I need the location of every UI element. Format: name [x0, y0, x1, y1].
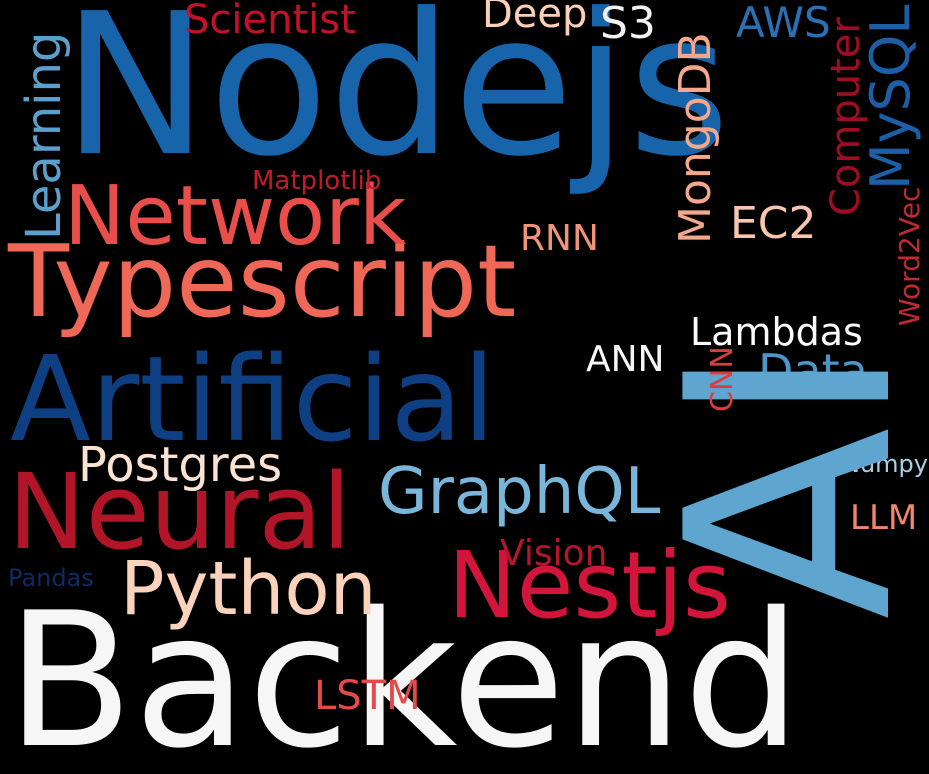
- word-mysql: MySQL: [859, 4, 922, 190]
- word-matplotlib: Matplotlib: [252, 166, 382, 196]
- word-nodejs: Nodejs: [62, 0, 731, 200]
- word-data: Data: [758, 344, 868, 398]
- word-backend: Backend: [6, 572, 802, 774]
- word-ai: AI: [626, 343, 929, 620]
- word-nestjs: Nestjs: [448, 532, 731, 639]
- word-scientist: Scientist: [184, 0, 356, 43]
- word-aws: AWS: [736, 0, 831, 47]
- word-python: Python: [120, 546, 377, 632]
- word-word2vec: Word2Vec: [893, 186, 926, 326]
- word-typescript: Typescript: [8, 223, 517, 340]
- word-network: Network: [64, 169, 407, 264]
- word-s3: S3: [600, 0, 656, 49]
- word-ann: ANN: [586, 339, 665, 380]
- word-cnn: CNN: [705, 346, 740, 412]
- word-pandas: Pandas: [8, 564, 94, 592]
- word-mongodb: MongoDB: [670, 32, 721, 244]
- word-lstm: LSTM: [314, 673, 421, 719]
- word-vision: Vision: [500, 533, 608, 574]
- word-artificial: Artificial: [10, 330, 496, 468]
- word-deep: Deep: [482, 0, 588, 37]
- word-numpy: Numpy: [842, 450, 928, 478]
- word-learning: Learning: [16, 31, 72, 240]
- word-ec2: EC2: [730, 198, 817, 249]
- word-lambdas: Lambdas: [690, 310, 863, 354]
- word-computer: Computer: [823, 17, 869, 216]
- word-neural: Neural: [8, 451, 352, 573]
- word-postgres: Postgres: [78, 437, 283, 493]
- word-graphql: GraphQL: [378, 455, 661, 529]
- word-rnn: RNN: [520, 218, 599, 259]
- word-llm: LLM: [850, 498, 918, 538]
